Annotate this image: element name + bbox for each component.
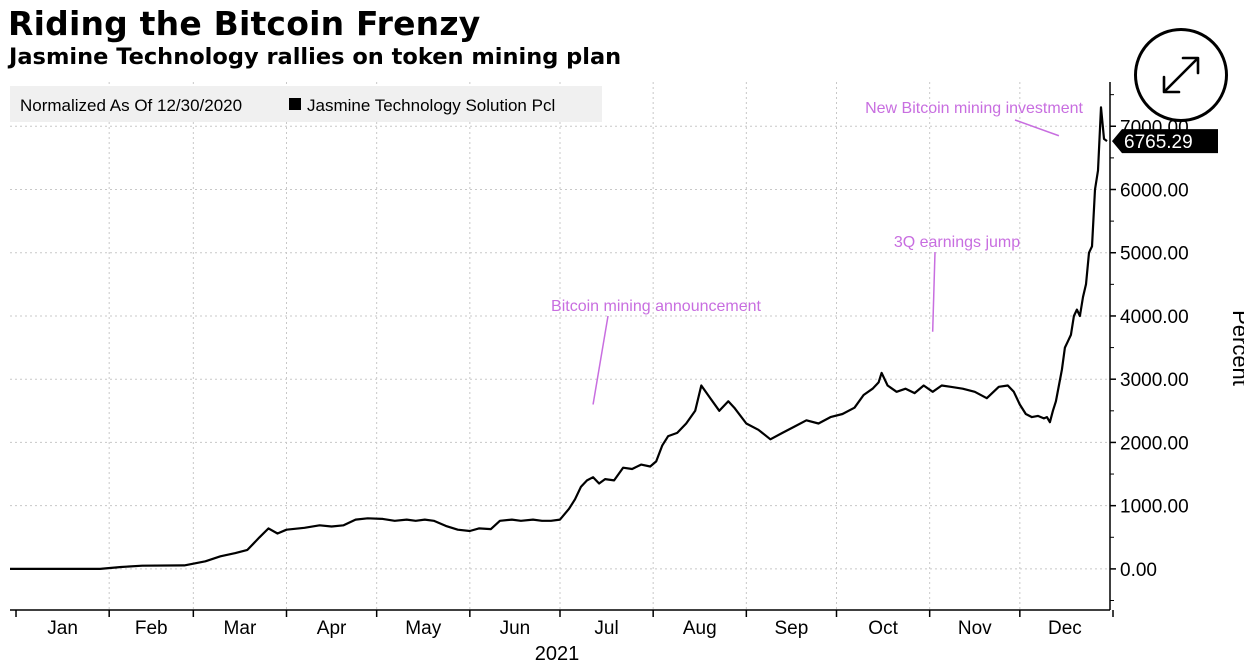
last-value-label: 6765.29 [1124, 132, 1193, 153]
chart-subtitle: Jasmine Technology rallies on token mini… [9, 44, 622, 70]
y-tick-label: 6000.00 [1120, 180, 1189, 201]
x-tick-label: Mar [224, 618, 257, 639]
annotation-leader [931, 251, 936, 332]
legend-background [10, 86, 602, 122]
legend-swatch [289, 98, 301, 110]
annotation-leader [592, 315, 609, 405]
chart-title: Riding the Bitcoin Frenzy [8, 4, 481, 43]
last-value-tag [1112, 129, 1218, 154]
y-tick-label: 7000.00 [1120, 117, 1189, 138]
x-tick-label: Sep [775, 618, 809, 639]
y-axis: 0.00 1000.00 2000.00 3000.00 4000.00 5000.00 6… [1109, 82, 1189, 610]
annotation-leader [1014, 119, 1060, 137]
x-tick-label: Apr [317, 618, 347, 639]
annotations: Bitcoin mining announcement 3Q earnings j… [551, 100, 1083, 405]
y-tick-label: 3000.00 [1120, 370, 1189, 391]
annotation-label: 3Q earnings jump [894, 234, 1020, 251]
x-tick-label: Oct [868, 618, 898, 639]
x-tick-label: May [405, 618, 441, 639]
y-tick-label: 5000.00 [1120, 244, 1189, 265]
y-tick-label: 1000.00 [1120, 497, 1189, 518]
x-axis-year-label: 2021 [535, 643, 580, 664]
series-group: 6765.29 [10, 106, 1218, 570]
gridlines [10, 82, 1110, 610]
legend-note: Normalized As Of 12/30/2020 [20, 96, 242, 115]
expand-arrows-icon [1162, 56, 1200, 94]
annotation-label: New Bitcoin mining investment [865, 100, 1083, 117]
x-tick-label: Jul [594, 618, 618, 639]
x-tick-label: Feb [135, 618, 168, 639]
x-tick-label: Nov [958, 618, 992, 639]
x-tick-label: Dec [1048, 618, 1082, 639]
y-tick-label: 4000.00 [1120, 307, 1189, 328]
x-tick-label: Aug [683, 618, 717, 639]
legend-series-label: Jasmine Technology Solution Pcl [307, 96, 555, 115]
x-axis: Jan Feb Mar Apr May Jun Jul Aug Sep Oct Nov Dec [10, 609, 1114, 639]
y-tick-label: 0.00 [1120, 560, 1157, 581]
annotation-label: Bitcoin mining announcement [551, 298, 761, 315]
legend: Normalized As Of 12/30/2020 Jasmine Tech… [10, 86, 602, 122]
x-tick-label: Jun [500, 618, 531, 639]
expand-button[interactable] [1134, 28, 1228, 122]
series-line [10, 106, 1108, 570]
x-tick-label: Jan [47, 618, 78, 639]
y-axis-label: Percent [1228, 310, 1244, 386]
y-tick-label: 2000.00 [1120, 433, 1189, 454]
